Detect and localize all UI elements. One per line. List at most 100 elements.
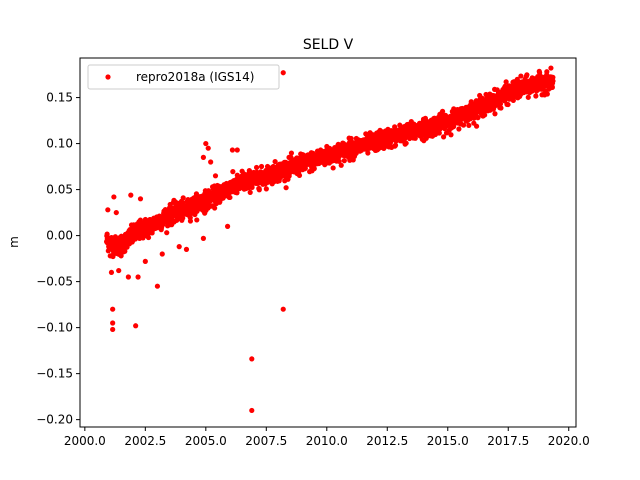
outlier-point: [108, 269, 115, 276]
data-point: [456, 126, 462, 132]
outlier-point: [133, 323, 139, 329]
data-point: [288, 150, 295, 156]
outlier-point: [116, 267, 122, 274]
data-point: [503, 79, 509, 85]
data-point: [187, 218, 194, 224]
data-point: [441, 134, 447, 140]
data-point: [341, 158, 347, 164]
legend-label: repro2018a (IGS14): [136, 70, 254, 84]
legend: repro2018a (IGS14): [87, 64, 280, 90]
data-point: [247, 189, 253, 195]
outlier-point: [249, 407, 255, 414]
data-point: [194, 217, 200, 223]
y-tick-label: 0.15: [46, 91, 73, 105]
outlier-point: [239, 168, 245, 174]
data-point: [525, 94, 531, 100]
data-point: [548, 65, 554, 71]
data-point: [473, 123, 480, 129]
outlier-point: [183, 246, 190, 252]
outlier-point: [111, 194, 117, 200]
data-point: [258, 163, 265, 170]
data-point: [436, 130, 442, 136]
y-tick-label: 0.05: [46, 183, 73, 197]
data-point: [283, 185, 289, 191]
chart-title: SELD V: [303, 37, 354, 53]
y-tick-label: 0.10: [46, 137, 73, 151]
outlier-point: [234, 147, 240, 153]
data-point: [544, 69, 550, 75]
data-point: [466, 122, 472, 128]
x-tick-label: 2020.0: [548, 434, 590, 448]
data-point: [296, 172, 303, 179]
x-tick-label: 2012.5: [366, 434, 408, 448]
data-point: [448, 132, 454, 138]
outlier-point: [159, 251, 165, 257]
data-point: [330, 165, 336, 171]
data-point: [122, 248, 128, 254]
data-point: [510, 97, 516, 103]
y-tick-label: 0.00: [46, 229, 73, 243]
data-point: [492, 111, 498, 117]
outlier-point: [142, 258, 148, 264]
data-point: [212, 205, 218, 211]
data-point: [302, 165, 308, 171]
outlier-point: [135, 274, 141, 280]
data-point: [234, 190, 240, 196]
outlier-point: [229, 147, 236, 153]
outlier-point: [200, 154, 206, 160]
outlier-point: [118, 253, 124, 259]
data-point: [253, 164, 260, 171]
x-tick-label: 2010.0: [306, 434, 348, 448]
data-point: [549, 84, 555, 91]
x-tick-label: 2005.0: [185, 434, 227, 448]
legend-marker: [105, 74, 111, 80]
data-point: [498, 105, 504, 111]
outlier-point: [280, 70, 286, 76]
x-tick-label: 2000.0: [64, 434, 106, 448]
axes: 2000.0 2002.5 2005.0 2007.5 2010.0 2012.5 2015…: [36, 57, 590, 448]
data-point: [439, 108, 446, 114]
outlier-point: [166, 205, 173, 211]
outlier-point: [200, 235, 206, 241]
outlier-point: [176, 244, 182, 250]
outlier-point: [107, 253, 113, 259]
data-point: [263, 186, 269, 192]
data-point: [272, 158, 278, 165]
data-point: [403, 140, 409, 146]
y-tick-label: −0.05: [36, 275, 73, 289]
outlier-point: [208, 159, 214, 165]
x-tick-label: 2017.5: [487, 434, 529, 448]
data-point: [482, 112, 488, 118]
data-point: [518, 73, 524, 79]
data-point: [392, 142, 399, 148]
data-point: [227, 194, 233, 201]
outlier-point: [280, 306, 286, 312]
outlier-point: [212, 173, 219, 179]
outlier-point: [205, 145, 211, 151]
data-point: [311, 166, 317, 172]
outlier-point: [110, 320, 116, 326]
outlier-point: [137, 196, 144, 202]
data-point: [550, 78, 556, 84]
data-point: [348, 135, 354, 142]
data-point: [460, 122, 467, 128]
outlier-point: [110, 326, 116, 333]
data-point: [450, 124, 457, 130]
outlier-point: [125, 274, 131, 280]
legend-box: [87, 64, 280, 90]
outlier-point: [105, 207, 111, 213]
data-point: [164, 230, 170, 236]
data-points: [104, 65, 556, 414]
data-point: [533, 93, 539, 99]
data-point: [497, 101, 504, 107]
outlier-point: [113, 209, 119, 216]
y-tick-label: −0.15: [36, 367, 73, 381]
y-tick-label: −0.20: [36, 413, 73, 427]
y-axis-label: m: [7, 236, 21, 248]
x-tick-label: 2007.5: [245, 434, 287, 448]
data-point: [505, 101, 511, 108]
data-point: [180, 195, 186, 201]
plot-frame: [79, 57, 577, 428]
data-point: [180, 215, 186, 221]
y-tick-label: −0.10: [36, 321, 73, 335]
